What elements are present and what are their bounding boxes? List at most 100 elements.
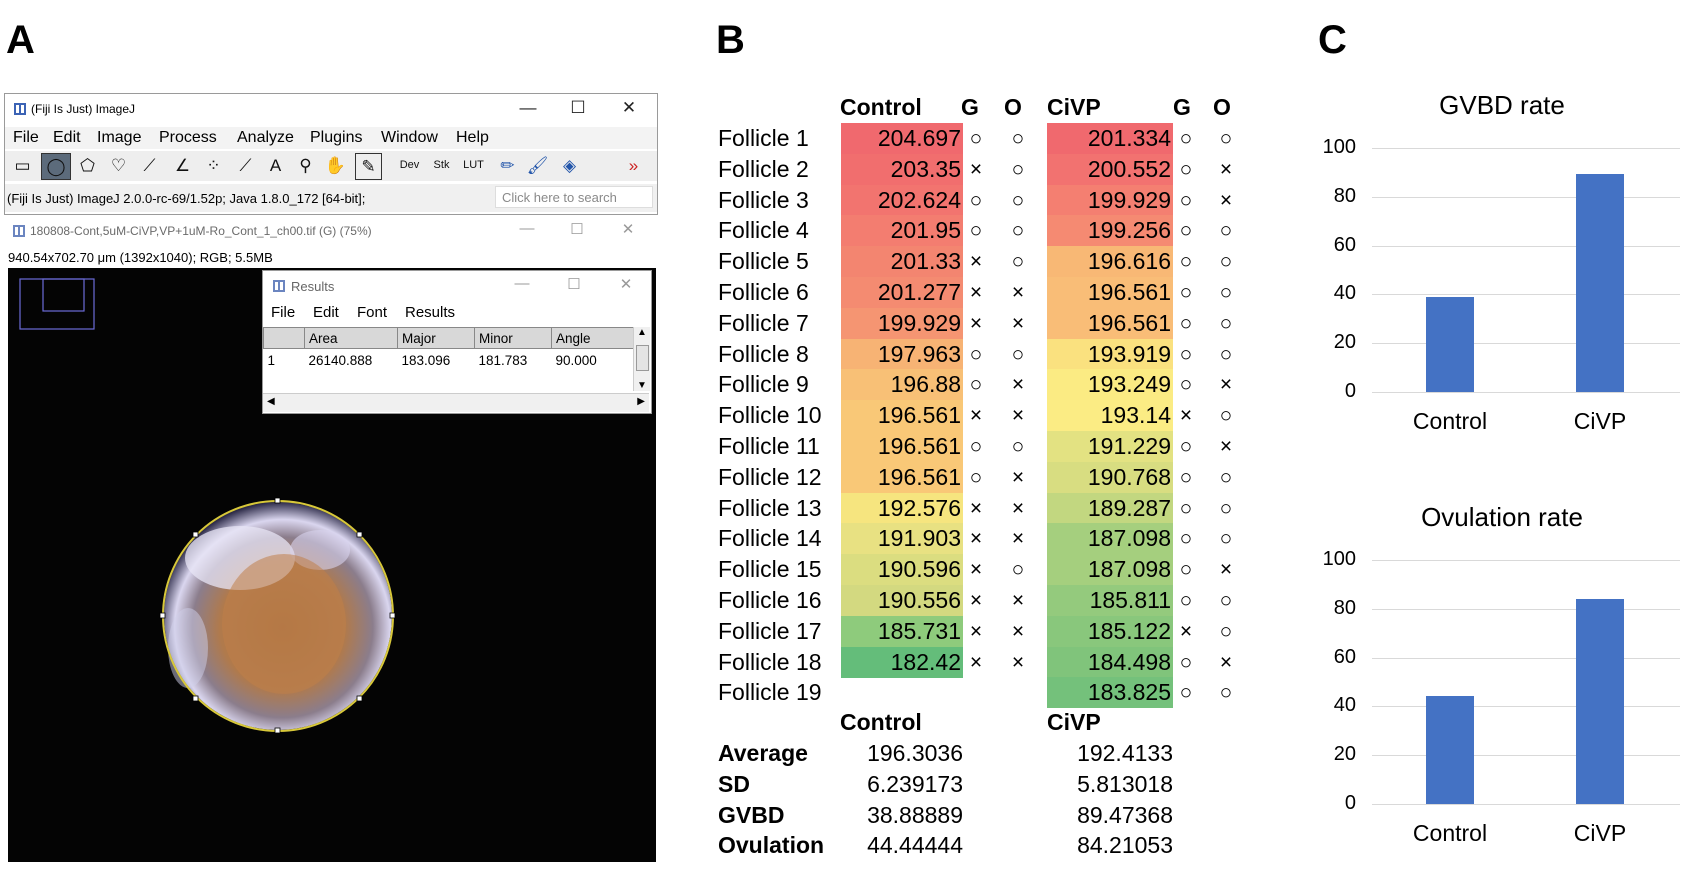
results-cell: 1 [267,352,276,368]
menu-analyze[interactable]: Analyze [237,129,294,146]
y-tick-label: 20 [1333,331,1356,354]
lut-tool-button[interactable]: LUT [463,159,484,171]
maximize-button[interactable]: ☐ [570,98,586,117]
results-maximize-button[interactable]: ☐ [567,276,581,293]
magnifier-tool-icon[interactable]: ⚲ [299,156,312,175]
summary-civp-value: 89.47368 [1077,801,1173,828]
results-hscrollbar[interactable]: ◀ ▶ [263,393,649,412]
civp-value-cell: 185.122 [1047,615,1173,647]
hand-tool-icon[interactable]: ✋ [324,156,347,175]
dev-tool-button[interactable]: Dev [399,159,420,171]
civp-gvbd-mark: ○ [1179,681,1193,705]
civp-ovulation-mark: ○ [1219,465,1233,489]
bar-civp [1576,173,1624,392]
selection-handles[interactable] [159,497,396,734]
results-menu-edit[interactable]: Edit [313,304,339,321]
fiji-icon [14,103,26,115]
imagej-title: (Fiji Is Just) ImageJ [31,102,136,116]
summary-header-control: Control [840,709,922,735]
gridline [1372,245,1680,247]
follicle-label: Follicle 3 [718,186,809,213]
control-value-cell: 196.561 [841,400,963,432]
search-input[interactable]: Click here to search [495,186,653,208]
civp-value-cell: 193.14 [1047,400,1173,432]
control-value-cell: 203.35 [841,153,963,185]
table-row[interactable]: 1 26140.888 183.096 181.783 90.000 [264,349,637,372]
results-close-button[interactable]: ✕ [619,276,633,293]
civp-gvbd-mark: ○ [1179,558,1193,582]
image-close-button[interactable]: ✕ [621,221,635,238]
control-gvbd-mark: ○ [969,127,983,150]
results-col-minor[interactable]: Minor [474,327,552,349]
pencil-tool-icon[interactable]: ✏ [500,156,515,175]
y-tick-label: 60 [1333,233,1356,256]
results-col-area[interactable]: Area [304,327,398,349]
civp-ovulation-mark: × [1219,373,1233,397]
image-maximize-button[interactable]: ☐ [570,221,584,238]
results-col-major[interactable]: Major [397,327,475,349]
image-minimize-button[interactable]: — [519,220,535,237]
x-category-label: CiVP [1573,408,1627,434]
control-gvbd-mark: × [969,157,983,181]
control-value-cell: 201.95 [841,215,963,247]
oval-tool-icon[interactable]: ◯ [41,153,71,180]
imagej-menubar: File Edit Image Process Analyze Plugins … [5,127,657,149]
menu-help[interactable]: Help [456,129,489,146]
navigator-view [42,278,85,312]
control-ovulation-mark: ○ [1011,219,1025,243]
results-minimize-button[interactable]: — [514,275,530,292]
minimize-button[interactable]: — [519,98,537,117]
civp-value-cell: 200.552 [1047,153,1173,185]
dropper-tool-icon[interactable]: ✎ [355,153,382,180]
menu-image[interactable]: Image [97,129,142,146]
results-col-index[interactable] [263,327,305,349]
line-tool-icon[interactable]: ⟋ [143,156,156,175]
wand-tool-icon[interactable]: ⟋ [239,156,252,175]
text-tool-icon[interactable]: A [269,156,282,175]
menu-process[interactable]: Process [159,129,217,146]
y-tick-label: 40 [1333,282,1356,305]
civp-gvbd-mark: ○ [1179,157,1193,181]
gridline [1372,657,1680,659]
control-value-cell: 190.596 [841,554,963,586]
control-ovulation-mark: × [1011,281,1025,304]
menu-edit[interactable]: Edit [53,129,81,146]
menu-window[interactable]: Window [381,129,438,146]
x-category-label: Control [1412,408,1488,434]
summary-control-value: 6.239173 [867,770,963,797]
follicle-label: Follicle 15 [718,556,822,583]
image-info: 940.54x702.70 μm (1392x1040); RGB; 5.5MB [8,250,273,265]
summary-control-value: 38.88889 [867,801,963,828]
results-col-angle[interactable]: Angle [551,327,637,349]
navigator-outer [19,278,95,330]
point-tool-icon[interactable]: ⁘ [206,156,221,175]
follicle-label: Follicle 2 [718,155,809,182]
close-button[interactable]: ✕ [621,98,637,117]
control-gvbd-mark: × [969,250,983,274]
civp-ovulation-mark: × [1219,558,1233,582]
results-menu-results[interactable]: Results [405,304,456,321]
y-tick-label: 60 [1333,645,1356,668]
control-gvbd-mark: × [969,281,983,304]
civp-ovulation-mark: × [1219,157,1233,181]
follicle-label: Follicle 5 [718,248,809,275]
follicle-label: Follicle 13 [718,494,822,521]
freehand-tool-icon[interactable]: ♡ [110,156,127,175]
civp-value-cell: 193.249 [1047,369,1173,401]
polygon-tool-icon[interactable]: ⬠ [80,156,95,175]
results-menu-font[interactable]: Font [357,304,388,321]
control-ovulation-mark: ○ [1011,435,1025,458]
more-tools-icon[interactable]: » [628,156,639,175]
brush-tool-icon[interactable]: 🖌 [526,156,549,175]
results-vscrollbar[interactable]: ▲ ▼ [633,327,650,391]
civp-gvbd-mark: × [1179,404,1193,428]
flood-fill-tool-icon[interactable]: ◈ [562,156,577,175]
rectangle-tool-icon[interactable]: ▭ [14,156,31,175]
angle-tool-icon[interactable]: ∠ [174,156,191,175]
civp-gvbd-mark: ○ [1179,373,1193,397]
control-gvbd-mark: ○ [969,465,983,489]
menu-plugins[interactable]: Plugins [310,129,363,146]
menu-file[interactable]: File [13,129,39,146]
results-menu-file[interactable]: File [271,304,296,321]
stk-tool-button[interactable]: Stk [433,159,450,171]
